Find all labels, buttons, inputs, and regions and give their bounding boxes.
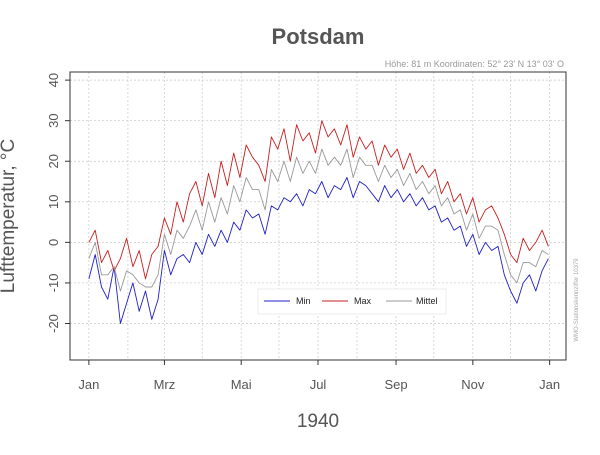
- y-axis-label: Lufttemperatur, °C: [0, 139, 19, 293]
- legend-item-min: Min: [264, 296, 311, 306]
- x-tick-label: Nov: [461, 377, 485, 392]
- station-id-note: WMO-Stationskennziffer 10379: [574, 258, 580, 342]
- legend: Min Max Mittel: [257, 288, 447, 315]
- x-tick-label: Jul: [310, 377, 327, 392]
- y-tick-label: -20: [46, 314, 61, 333]
- axis-layer: -20 -10 0 10 20 30 40 Jan Mrz Mai Jul Sep Nov Jan: [46, 73, 560, 392]
- legend-item-max: Max: [322, 296, 372, 306]
- legend-label-max: Max: [354, 296, 372, 306]
- y-tick-label: 0: [46, 239, 61, 246]
- series-line-min: [88, 177, 549, 324]
- series-line-max: [88, 120, 549, 280]
- x-tick-label: Jan: [539, 377, 560, 392]
- y-tick-label: 10: [46, 195, 61, 209]
- grid-layer: [70, 72, 566, 360]
- chart-title: Potsdam: [272, 24, 365, 49]
- series-layer: [88, 120, 549, 324]
- chart-subtitle: Höhe: 81 m Koordinaten: 52° 23' N 13° 03…: [385, 59, 564, 69]
- x-tick-label: Mrz: [154, 377, 176, 392]
- series-line-mittel: [88, 148, 549, 292]
- y-tick-label: 20: [46, 154, 61, 168]
- y-tick-label: 40: [46, 73, 61, 87]
- y-tick-label: -10: [46, 274, 61, 293]
- legend-label-min: Min: [296, 296, 311, 306]
- x-tick-label: Jan: [78, 377, 99, 392]
- legend-item-mittel: Mittel: [386, 296, 438, 306]
- legend-label-mittel: Mittel: [416, 296, 438, 306]
- x-tick-label: Sep: [384, 377, 407, 392]
- x-tick-label: Mai: [231, 377, 252, 392]
- y-tick-label: 30: [46, 113, 61, 127]
- x-axis-label: 1940: [297, 411, 339, 432]
